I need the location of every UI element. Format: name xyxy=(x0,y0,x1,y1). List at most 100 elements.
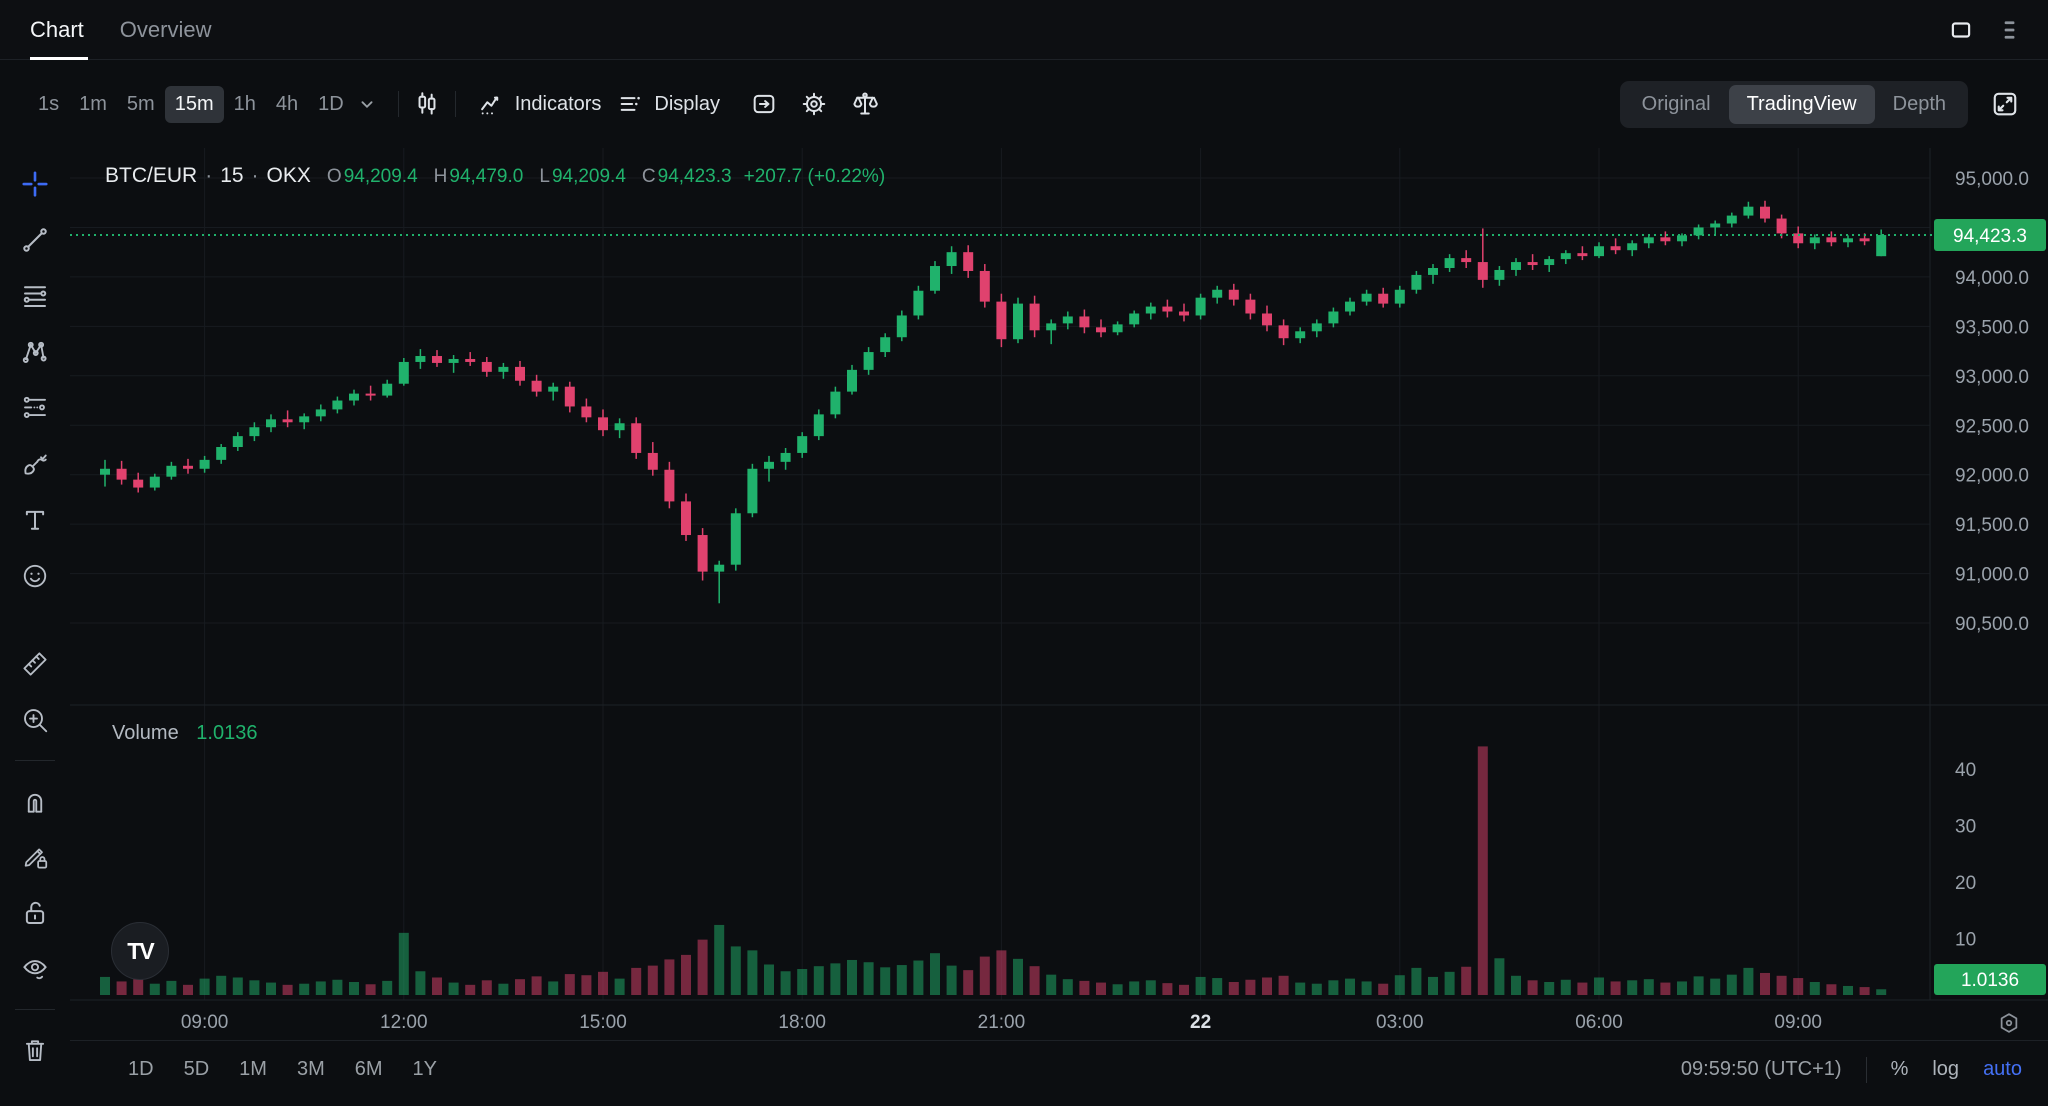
timeframe-1h[interactable]: 1h xyxy=(233,92,256,115)
svg-text:94,000.0: 94,000.0 xyxy=(1955,268,2029,289)
crosshair-icon xyxy=(22,171,48,197)
range-5d[interactable]: 5D xyxy=(183,1058,210,1080)
svg-text:95,000.0: 95,000.0 xyxy=(1955,169,2029,190)
svg-text:90,500.0: 90,500.0 xyxy=(1955,614,2029,635)
tab-overview[interactable]: Overview xyxy=(119,16,212,42)
symbol-legend[interactable]: BTC/EUR · 15 · OKX O 94,209.4 H 94,479.0… xyxy=(105,164,886,187)
open-value: 94,209.4 xyxy=(343,166,418,187)
display-button[interactable]: Display xyxy=(609,84,728,124)
menu-dots-icon[interactable] xyxy=(2000,17,2018,43)
timeframe-1d[interactable]: 1D xyxy=(318,92,344,115)
range-3m[interactable]: 3M xyxy=(296,1058,325,1080)
close-value: 94,423.3 xyxy=(657,166,732,187)
magnet-icon xyxy=(27,793,43,813)
divider xyxy=(15,760,55,761)
svg-text:03:00: 03:00 xyxy=(1376,1012,1424,1033)
svg-text:09:00: 09:00 xyxy=(181,1012,229,1033)
text-icon xyxy=(25,510,45,530)
replay-icon[interactable] xyxy=(750,90,778,118)
display-icon xyxy=(621,96,641,111)
svg-text:06:00: 06:00 xyxy=(1575,1012,1623,1033)
fullscreen-expand-icon[interactable] xyxy=(1990,89,2020,119)
range-1m[interactable]: 1M xyxy=(239,1058,267,1080)
low-label: L xyxy=(539,166,550,187)
range-6m[interactable]: 6M xyxy=(354,1058,383,1080)
hide-drawings-tool[interactable] xyxy=(12,941,58,997)
high-value: 94,479.0 xyxy=(449,166,524,187)
timeframe-15m[interactable]: 15m xyxy=(164,85,224,123)
axis-settings-icon[interactable] xyxy=(1996,1010,2022,1036)
svg-text:09:00: 09:00 xyxy=(1774,1012,1822,1033)
symbol-name: BTC/EUR xyxy=(105,164,198,187)
brush-icon xyxy=(24,454,47,475)
svg-text:10: 10 xyxy=(1955,930,1976,951)
mode-original[interactable]: Original xyxy=(1641,92,1711,115)
bottom-toolbar: 1D 5D 1M 3M 6M 1Y 09:59:50 (UTC+1) % log… xyxy=(70,1040,2048,1098)
trend-line-tool[interactable] xyxy=(12,212,58,268)
timeframe-4h[interactable]: 4h xyxy=(275,92,299,115)
timeframe-1m[interactable]: 1m xyxy=(79,92,107,115)
symbol-interval: 15 xyxy=(220,164,244,187)
volume-legend[interactable]: Volume 1.0136 xyxy=(112,722,257,745)
unlock-icon xyxy=(25,901,45,924)
brush-tool[interactable] xyxy=(12,436,58,492)
mode-tradingview[interactable]: TradingView xyxy=(1728,84,1875,124)
projection-icon xyxy=(23,396,46,418)
chart-mode-switcher: Original TradingView Depth xyxy=(1619,80,1968,128)
xabcd-pattern-icon xyxy=(22,341,47,363)
timeframe-5m[interactable]: 5m xyxy=(126,92,155,115)
divider xyxy=(454,91,456,117)
active-tab-underline xyxy=(30,57,88,60)
indicators-button[interactable]: Indicators xyxy=(470,84,610,124)
log-scale-toggle[interactable]: log xyxy=(1932,1058,1960,1080)
candle-style-icon[interactable] xyxy=(413,90,441,118)
popout-window-icon[interactable] xyxy=(1948,17,1974,43)
close-label: C xyxy=(641,166,656,187)
svg-text:94,423.3: 94,423.3 xyxy=(1953,226,2027,247)
magnet-tool[interactable] xyxy=(12,773,58,829)
tradingview-logo[interactable]: TV xyxy=(111,922,169,980)
indicators-label: Indicators xyxy=(514,92,602,115)
zoom-in-icon xyxy=(24,709,48,733)
pencil-lock-icon xyxy=(24,848,48,869)
svg-text:40: 40 xyxy=(1955,760,1976,781)
text-tool[interactable] xyxy=(12,492,58,548)
divider xyxy=(15,1009,55,1010)
tab-chart[interactable]: Chart xyxy=(30,16,84,42)
open-label: O xyxy=(326,166,342,187)
svg-text:93,000.0: 93,000.0 xyxy=(1955,367,2029,388)
drawing-tools-sidebar xyxy=(0,148,70,1106)
remove-drawings-tool[interactable] xyxy=(12,1022,58,1078)
range-1y[interactable]: 1Y xyxy=(412,1058,438,1080)
timeframe-1s[interactable]: 1s xyxy=(38,92,60,115)
crosshair-tool[interactable] xyxy=(12,156,58,212)
clock-timezone[interactable]: 09:59:50 (UTC+1) xyxy=(1680,1058,1842,1080)
emoji-tool[interactable] xyxy=(12,548,58,604)
lock-all-tool[interactable] xyxy=(12,885,58,941)
settings-gear-icon[interactable] xyxy=(800,90,828,118)
range-1d[interactable]: 1D xyxy=(128,1058,154,1080)
percent-scale-toggle[interactable]: % xyxy=(1890,1058,1909,1080)
svg-text:21:00: 21:00 xyxy=(978,1012,1026,1033)
ruler-icon xyxy=(23,652,47,676)
zoom-in-tool[interactable] xyxy=(12,692,58,748)
low-value: 94,209.4 xyxy=(551,166,626,187)
divider xyxy=(1865,1056,1867,1083)
drawing-lock-tool[interactable] xyxy=(12,829,58,885)
symbol-exchange: OKX xyxy=(266,164,311,187)
trend-line-icon xyxy=(23,228,47,252)
auto-scale-toggle[interactable]: auto xyxy=(1983,1058,2022,1080)
chart-canvas[interactable]: 95,000.094,500.094,000.093,500.093,000.0… xyxy=(70,148,2048,1040)
projection-tool[interactable] xyxy=(12,380,58,436)
balance-scales-icon[interactable] xyxy=(850,89,880,119)
high-label: H xyxy=(433,166,448,187)
fib-lines-tool[interactable] xyxy=(12,268,58,324)
fib-lines-icon xyxy=(23,286,47,307)
top-tab-bar: Chart Overview xyxy=(0,0,2048,60)
svg-text:22: 22 xyxy=(1190,1012,1211,1033)
measure-tool[interactable] xyxy=(12,636,58,692)
mode-depth[interactable]: Depth xyxy=(1892,92,1946,115)
chevron-down-icon[interactable] xyxy=(356,93,378,115)
pattern-xabcd-tool[interactable] xyxy=(12,324,58,380)
